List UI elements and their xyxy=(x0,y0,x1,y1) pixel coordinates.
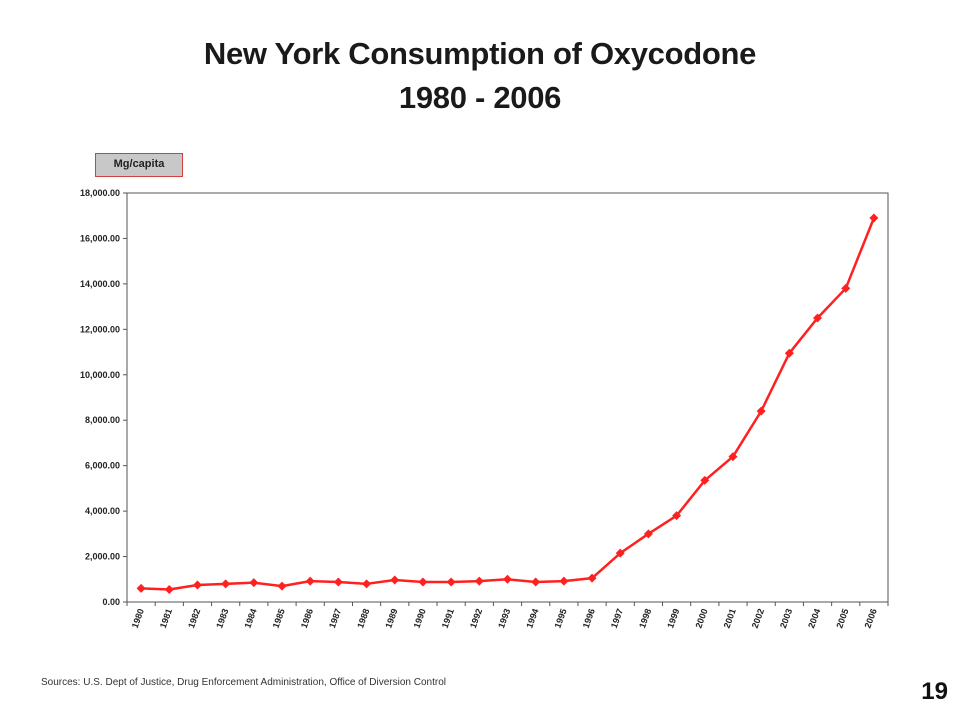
data-point-marker xyxy=(362,579,372,589)
data-point-marker xyxy=(418,577,428,587)
x-tick-label: 1988 xyxy=(355,607,371,629)
data-point-marker xyxy=(841,283,851,293)
x-tick-label: 2004 xyxy=(806,607,822,629)
y-tick-label: 2,000.00 xyxy=(85,552,120,562)
plot-area-frame xyxy=(126,192,889,603)
slide-number: 19 xyxy=(921,678,948,705)
data-point-marker xyxy=(813,313,823,323)
data-point-marker xyxy=(503,574,512,584)
data-point-marker xyxy=(305,576,315,586)
x-tick-label: 2001 xyxy=(722,607,738,629)
data-point-marker xyxy=(164,585,174,595)
x-tick-label: 1981 xyxy=(158,607,174,629)
x-tick-label: 1990 xyxy=(412,607,428,629)
y-tick-label: 12,000.00 xyxy=(80,324,120,334)
y-tick-label: 10,000.00 xyxy=(80,370,120,380)
data-point-marker xyxy=(559,576,569,586)
data-point-marker xyxy=(672,511,682,521)
x-tick-label: 1993 xyxy=(496,607,512,629)
x-tick-label: 2003 xyxy=(778,607,794,629)
data-point-marker xyxy=(784,348,794,358)
x-tick-label: 2006 xyxy=(863,607,879,629)
x-tick-label: 2002 xyxy=(750,607,766,629)
data-point-marker xyxy=(474,576,484,586)
data-point-marker xyxy=(192,580,202,590)
data-point-marker xyxy=(390,575,400,585)
x-tick-label: 1997 xyxy=(609,607,625,629)
y-tick-label: 18,000.00 xyxy=(80,188,120,198)
y-tick-label: 0.00 xyxy=(102,597,120,607)
x-tick-label: 1982 xyxy=(186,607,202,629)
data-point-marker xyxy=(446,577,456,587)
y-tick-label: 6,000.00 xyxy=(85,461,120,471)
data-point-marker xyxy=(700,475,710,485)
x-tick-label: 1980 xyxy=(130,607,146,629)
x-tick-label: 1999 xyxy=(665,607,681,629)
data-point-marker xyxy=(333,577,343,587)
data-point-marker xyxy=(277,581,287,591)
x-tick-label: 1994 xyxy=(524,607,540,629)
data-point-marker xyxy=(531,577,541,587)
x-tick-label: 1984 xyxy=(242,607,258,629)
data-point-marker xyxy=(136,583,146,593)
data-point-marker xyxy=(756,406,766,416)
x-tick-label: 1991 xyxy=(440,607,456,629)
y-tick-label: 14,000.00 xyxy=(80,279,120,289)
data-point-marker xyxy=(615,548,625,558)
y-tick-label: 8,000.00 xyxy=(85,415,120,425)
data-point-marker xyxy=(728,452,738,462)
x-tick-label: 2005 xyxy=(834,607,850,629)
y-tick-label: 16,000.00 xyxy=(80,233,120,243)
source-note: Sources: U.S. Dept of Justice, Drug Enfo… xyxy=(41,677,446,688)
chart-title-line-2: 1980 - 2006 xyxy=(398,80,562,115)
series-line xyxy=(141,217,876,591)
data-point-marker xyxy=(869,213,879,223)
x-tick-label: 1986 xyxy=(299,607,315,629)
x-tick-label: 2000 xyxy=(693,607,709,629)
data-point-marker xyxy=(643,529,653,539)
x-tick-label: 1992 xyxy=(468,607,484,629)
x-tick-label: 1996 xyxy=(581,607,597,629)
data-point-marker xyxy=(587,573,597,583)
unit-label-box: Mg/capita xyxy=(95,153,183,177)
data-point-marker xyxy=(249,578,259,588)
x-tick-label: 1998 xyxy=(637,607,653,629)
x-tick-label: 1985 xyxy=(271,607,287,629)
x-tick-label: 1989 xyxy=(383,607,399,629)
y-tick-label: 4,000.00 xyxy=(85,506,120,516)
chart-title-line-1: New York Consumption of Oxycodone xyxy=(203,36,757,71)
x-tick-label: 1987 xyxy=(327,607,343,629)
x-tick-label: 1983 xyxy=(214,607,230,629)
x-tick-label: 1995 xyxy=(553,607,569,629)
data-point-marker xyxy=(221,579,231,589)
